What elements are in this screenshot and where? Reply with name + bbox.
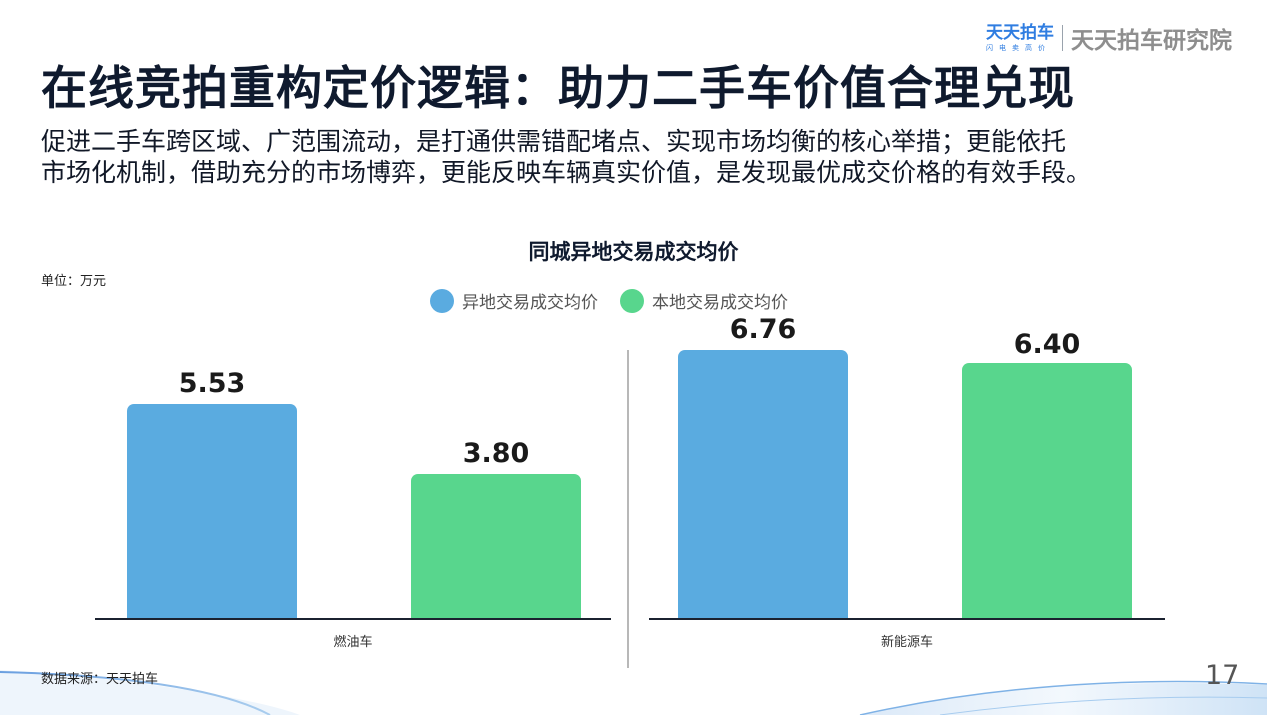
logo-divider [1062, 25, 1063, 51]
chart-title: 同城异地交易成交均价 [0, 236, 1267, 266]
institute-name: 天天拍车研究院 [1071, 28, 1232, 54]
bar-value-label: 6.40 [1013, 329, 1081, 360]
legend-item-local: 本地交易成交均价 [620, 288, 788, 313]
decorative-wave [0, 670, 1267, 715]
bar-value-label: 5.53 [178, 368, 246, 399]
unit-label: 单位：万元 [41, 274, 107, 289]
bar-nev-remote [678, 350, 848, 619]
page-subtitle: 促进二手车跨区域、广范围流动，是打通供需错配堵点、实现市场均衡的核心举措；更能依… [41, 126, 1091, 188]
x-axis-line [649, 618, 1165, 620]
logo-block: 天天拍车 闪电卖高价 [986, 24, 1054, 52]
brand-logo: 天天拍车 闪电卖高价 天天拍车研究院 [986, 22, 1232, 54]
category-label-nev: 新能源车 [880, 635, 933, 650]
bar-nev-local [962, 363, 1132, 619]
legend-dot-green-icon [620, 288, 644, 313]
legend-label: 本地交易成交均价 [652, 293, 788, 313]
page-title: 在线竞拍重构定价逻辑：助力二手车价值合理兑现 [41, 61, 1075, 115]
legend-item-remote: 异地交易成交均价 [430, 288, 598, 313]
bar-fuel-remote [127, 404, 297, 619]
bar-fuel-local [411, 474, 581, 619]
chart-legend: 异地交易成交均价 本地交易成交均价 [430, 288, 810, 313]
subtitle-line-2: 市场化机制，借助充分的市场博弈，更能反映车辆真实价值，是发现最优成交价格的有效手… [41, 158, 1092, 187]
bar-value-label: 6.76 [729, 314, 797, 345]
x-axis-line [95, 618, 611, 620]
page-number: 17 [1205, 660, 1240, 691]
bar-value-label: 3.80 [462, 438, 530, 469]
data-source: 数据来源：天天拍车 [41, 672, 159, 687]
legend-label: 异地交易成交均价 [462, 293, 598, 313]
category-label-fuel: 燃油车 [333, 635, 373, 650]
logo-tagline: 闪电卖高价 [986, 44, 1051, 52]
panel-divider [627, 350, 629, 668]
chart-title-text: 同城异地交易成交均价 [528, 240, 739, 264]
subtitle-line-1: 促进二手车跨区域、广范围流动，是打通供需错配堵点、实现市场均衡的核心举措；更能依… [41, 127, 1067, 156]
legend-dot-blue-icon [430, 288, 454, 313]
logo-name: 天天拍车 [986, 23, 1054, 43]
